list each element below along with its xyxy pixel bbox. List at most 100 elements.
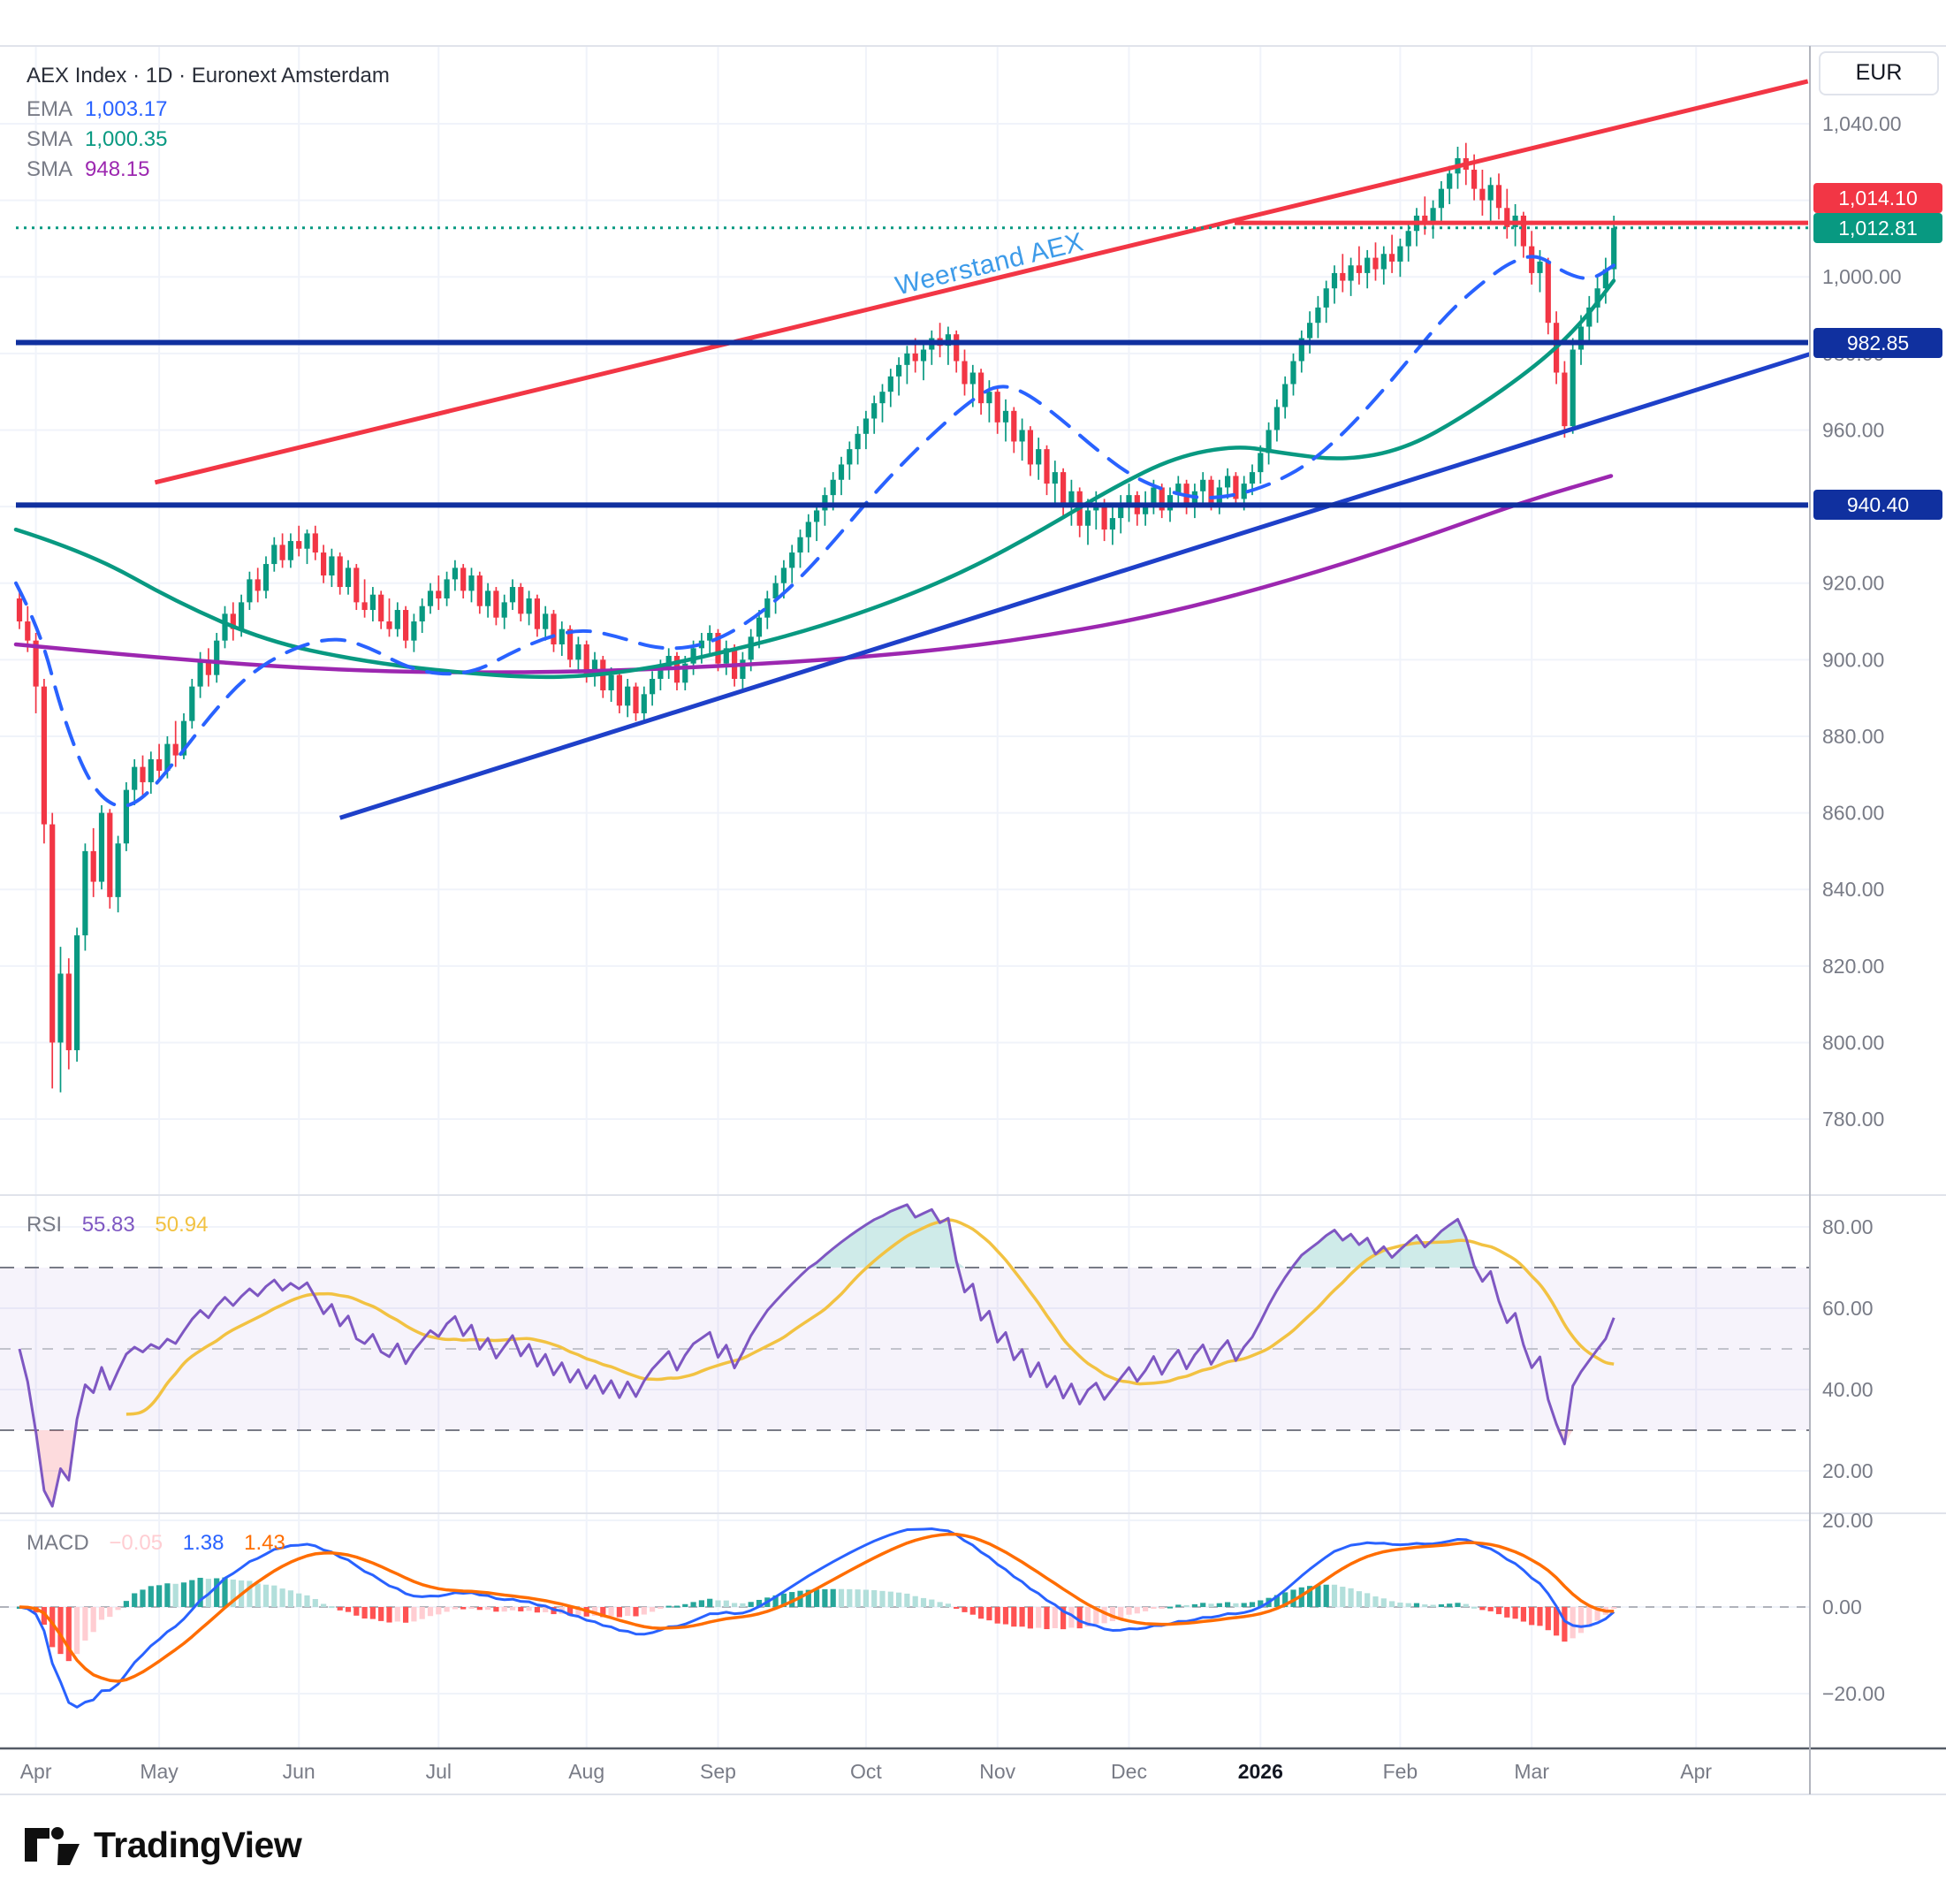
candle-body — [132, 766, 138, 790]
candle-body — [140, 766, 146, 782]
macd-histogram-bar — [1512, 1607, 1518, 1619]
macd-histogram-bar — [1216, 1603, 1222, 1607]
price-tick-label: 820.00 — [1822, 955, 1884, 978]
macd-histogram-bar — [1520, 1607, 1526, 1622]
macd-line-value: 1.38 — [182, 1531, 224, 1555]
candle-body — [1356, 265, 1362, 273]
candle-body — [468, 575, 475, 591]
macd-histogram-bar — [986, 1607, 992, 1621]
macd-histogram-bar — [460, 1607, 467, 1610]
candle-body — [1307, 323, 1313, 339]
candle-body — [1331, 272, 1338, 289]
macd-histogram-bar — [1019, 1607, 1025, 1627]
candle-body — [1422, 215, 1428, 224]
macd-histogram-bar — [838, 1588, 845, 1607]
macd-histogram-bar — [427, 1607, 434, 1617]
candle-body — [255, 579, 261, 591]
macd-histogram-bar — [1495, 1607, 1502, 1615]
candle-body — [1389, 254, 1395, 262]
macd-histogram-bar — [772, 1595, 779, 1607]
candle-body — [197, 659, 203, 687]
macd-histogram-bar — [707, 1598, 713, 1607]
candle-body — [180, 720, 187, 756]
macd-histogram-bar — [1249, 1602, 1256, 1607]
macd-histogram-bar — [1356, 1591, 1362, 1607]
macd-histogram-bar — [1430, 1604, 1436, 1607]
time-tick-label: Dec — [1111, 1760, 1147, 1783]
macd-histogram-bar — [1101, 1607, 1107, 1624]
macd-histogram-bar — [156, 1585, 163, 1607]
candle-body — [156, 758, 163, 771]
rsi-overbought-fill — [19, 1204, 1615, 1268]
macd-histogram-bar — [740, 1603, 746, 1607]
candle-body — [65, 973, 72, 1051]
support1-price-badge: 982.85 — [1813, 328, 1942, 358]
time-axis[interactable]: Apr May Jun Jul Aug Sep Oct Nov Dec 2026 Feb Mar Apr — [20, 1760, 1713, 1783]
candle-body — [172, 743, 179, 756]
macd-histogram-bar — [1340, 1587, 1346, 1607]
macd-tick-label: −20.00 — [1822, 1682, 1885, 1705]
macd-histogram-bar — [361, 1607, 368, 1619]
macd-histogram-bar — [805, 1589, 811, 1607]
candle-body — [279, 545, 285, 560]
candle-body — [1019, 430, 1025, 442]
candle-body — [665, 656, 672, 668]
candle-body — [41, 686, 47, 825]
macd-histogram-bar — [690, 1602, 696, 1607]
candle-body — [369, 594, 376, 611]
candle-body — [353, 567, 360, 603]
candle-body — [1175, 484, 1182, 496]
candle-body — [1200, 479, 1206, 491]
candle-body — [559, 628, 565, 645]
macd-histogram-bar — [543, 1607, 549, 1612]
candle-body — [912, 353, 918, 362]
time-tick-label: Jun — [283, 1760, 315, 1783]
candle-body — [830, 479, 836, 496]
candle-body — [1282, 384, 1288, 407]
candle-body — [57, 973, 64, 1043]
rsi-legend: RSI 55.83 50.94 — [27, 1213, 222, 1238]
ema-label: EMA — [27, 97, 73, 121]
candle-body — [1380, 254, 1387, 270]
candle-body — [1438, 188, 1444, 209]
macd-histogram-bar — [945, 1603, 951, 1607]
macd-label: MACD — [27, 1531, 89, 1555]
macd-histogram-bar — [172, 1583, 179, 1607]
candle-body — [1101, 502, 1107, 530]
macd-histogram-bar — [822, 1588, 828, 1607]
resistance-trendline[interactable] — [154, 79, 1809, 485]
macd-histogram-bar — [830, 1588, 836, 1607]
candle-body — [920, 349, 927, 362]
macd-histogram-bar — [567, 1607, 574, 1616]
candle-body — [575, 644, 582, 660]
macd-histogram-bar — [1052, 1607, 1058, 1629]
macd-histogram-bar — [1143, 1607, 1149, 1611]
candle-body — [740, 659, 746, 679]
candle-body — [1084, 510, 1091, 526]
candle-body — [658, 667, 664, 679]
price-tick-label: 1,000.00 — [1822, 265, 1902, 288]
currency-badge[interactable]: EUR — [1819, 51, 1939, 95]
candle-body — [115, 843, 121, 897]
macd-histogram-bar — [115, 1607, 121, 1611]
candle-body — [386, 621, 392, 629]
macd-histogram-bar — [1405, 1603, 1411, 1607]
price-tick-label: 960.00 — [1822, 418, 1884, 441]
tradingview-footer[interactable]: TradingView — [23, 1823, 302, 1867]
macd-histogram-bar — [1447, 1603, 1453, 1607]
support-trendline[interactable] — [338, 352, 1811, 820]
candle-body — [239, 602, 245, 629]
macd-tick-label: 0.00 — [1822, 1596, 1862, 1618]
candle-body — [1159, 487, 1165, 511]
candle-body — [222, 613, 228, 641]
macd-histogram-bar — [82, 1607, 88, 1641]
candle-body — [1602, 269, 1608, 289]
candle-body — [1520, 215, 1526, 247]
candle-body — [543, 613, 549, 629]
candle-body — [485, 590, 491, 606]
sma-slow-line — [13, 474, 1614, 674]
macd-histogram-bar — [1307, 1586, 1313, 1607]
candle-body — [1529, 246, 1535, 273]
candle-body — [583, 644, 589, 675]
